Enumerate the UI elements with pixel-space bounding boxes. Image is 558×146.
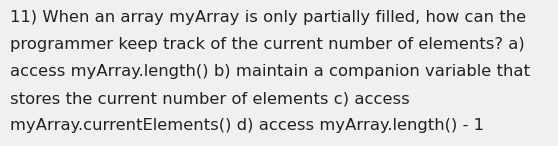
Text: programmer keep track of the current number of elements? a): programmer keep track of the current num… (10, 37, 525, 52)
Text: access myArray.length() b) maintain a companion variable that: access myArray.length() b) maintain a co… (10, 64, 530, 79)
Text: myArray.currentElements() d) access myArray.length() - 1: myArray.currentElements() d) access myAr… (10, 118, 484, 133)
Text: stores the current number of elements c) access: stores the current number of elements c)… (10, 91, 410, 106)
Text: 11) When an array myArray is only partially filled, how can the: 11) When an array myArray is only partia… (10, 10, 526, 25)
